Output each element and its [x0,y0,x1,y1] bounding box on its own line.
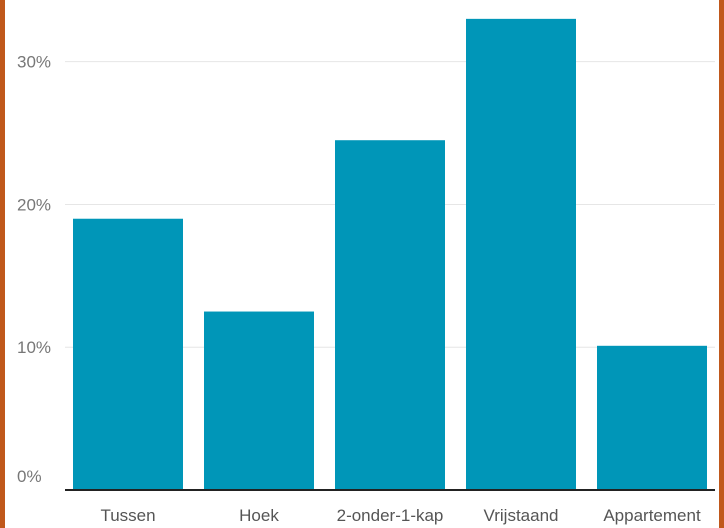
bar-hoek[interactable] [204,311,314,490]
x-tick-label: Vrijstaand [484,506,559,525]
bars [73,18,707,491]
x-tick-label: 2-onder-1-kap [337,506,444,525]
y-tick-label: 30% [17,53,51,72]
x-axis-labels: Tussen Hoek 2-onder-1-kap Vrijstaand Apparte… [100,506,701,525]
x-tick-label: Appartement [603,506,701,525]
x-tick-label: Hoek [239,506,279,525]
bar-appartement[interactable] [597,345,707,490]
y-axis-ticks: 0% 10% 20% 30% [17,53,51,486]
x-tick-label: Tussen [100,506,155,525]
bar-2-onder-1-kap[interactable] [335,140,445,490]
bar-tussen[interactable] [73,218,183,491]
bar-vrijstaand[interactable] [466,18,576,491]
bar-chart: 0% 10% 20% 30% Tussen Hoek 2-onder-1-kap Vrijs… [17,18,715,525]
y-tick-label: 0% [17,467,42,486]
y-tick-label: 10% [17,338,51,357]
y-tick-label: 20% [17,195,51,214]
